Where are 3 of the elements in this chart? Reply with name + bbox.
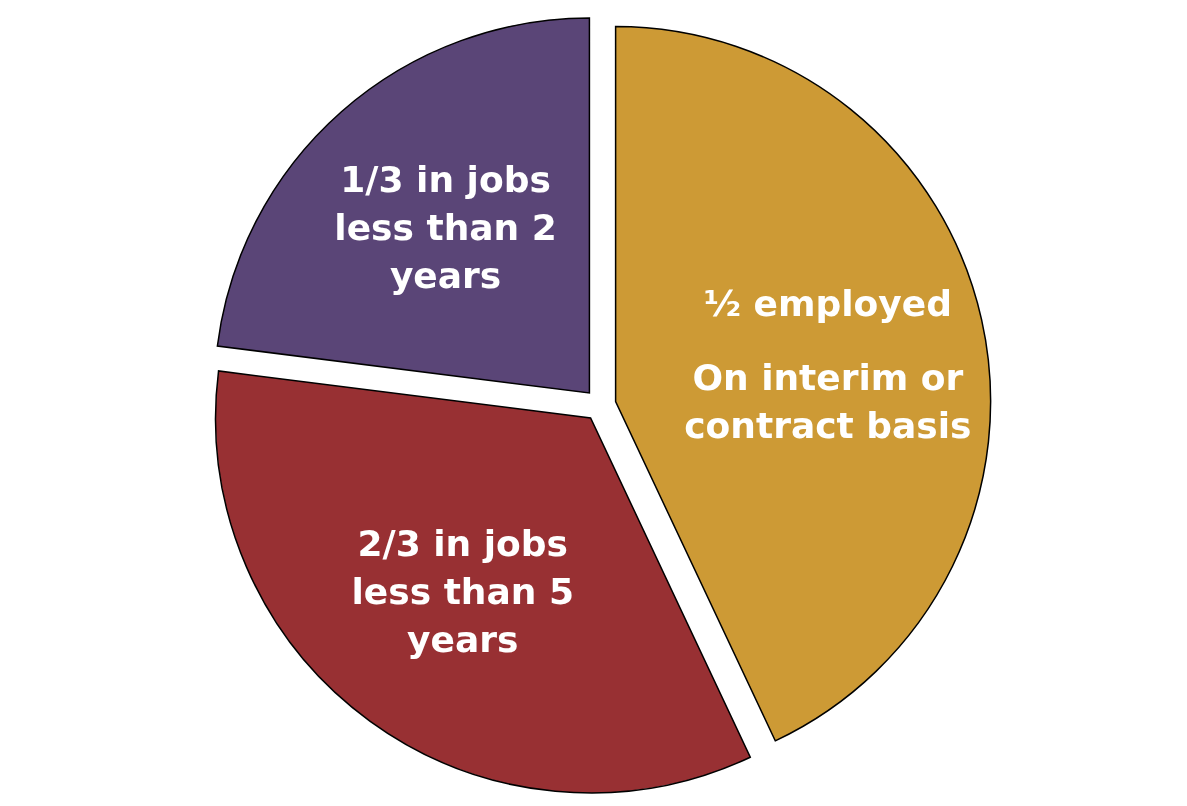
slice-label: 2/3 in jobs less than 5 years (351, 522, 574, 660)
slice-label: ½ employed On interim or contract basis (684, 283, 972, 447)
slice-label: 1/3 in jobs less than 2 years (334, 158, 557, 296)
